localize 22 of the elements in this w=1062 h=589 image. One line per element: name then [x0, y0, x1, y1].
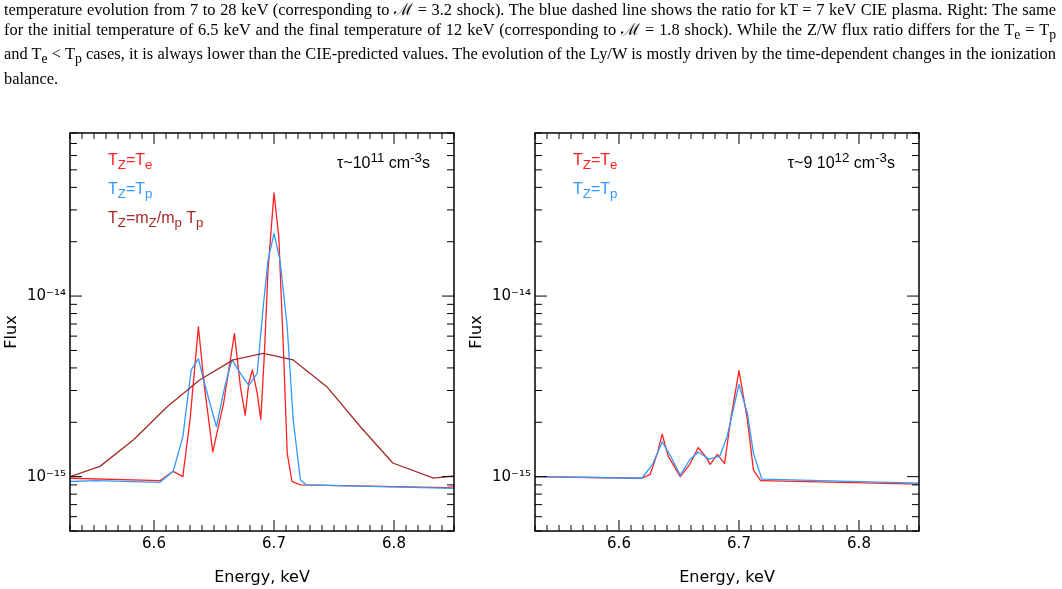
text: T$_{Z}$=T$_{p}$: [573, 179, 618, 204]
x-tick-label: 6.6: [142, 533, 166, 552]
y-tick-label: 10⁻¹⁴: [491, 285, 531, 304]
y-axis-title: Flux: [465, 315, 485, 349]
x-tick-label: 6.6: [607, 533, 631, 552]
y-tick-label: 10⁻¹⁴: [26, 285, 66, 304]
x-axis-title: Energy, keV: [214, 566, 310, 586]
text: T$_{Z}$=m$_{Z}$/m$_{p}$ T$_{p}$: [108, 208, 204, 233]
x-tick-label: 6.8: [382, 533, 406, 552]
x-tick-label: 6.8: [847, 533, 871, 552]
x-tick-label: 6.7: [262, 533, 286, 552]
text: temperature evolution from 7 to 28 keV (corresponding to ℳ = 3.2 shock). The blue dashed line shows the ratio for kT = 7 keV CIE plasma. Right: The same for the initial temperature of 6.5 keV and the final temperature of 12 keV (corresponding to ℳ = 1.8 shock). While the Z/W flux ratio differs for the T$_{e}$ = T$_{p}$ and T$_{e}$ < T$_{p}$ cases, it is always lower than the CIE-predicted values. The evolution of the Ly/W is mostly driven by the time-dependent changes in the ionization balance.: [4, 0, 1057, 89]
text: T$_{Z}$=T$_{p}$: [108, 179, 154, 204]
text: T$_{Z}$=T$_{e}$: [108, 150, 154, 175]
y-tick-label: 10⁻¹⁵: [491, 466, 531, 485]
x-axis-title: Energy, keV: [679, 566, 775, 586]
annotation: τ~10$^{11}$ cm$^{-3}$s: [337, 150, 430, 173]
x-tick-label: 6.7: [727, 533, 751, 552]
y-tick-label: 10⁻¹⁵: [26, 466, 66, 485]
annotation: τ~9 10$^{12}$ cm$^{-3}$s: [787, 150, 895, 173]
y-axis-title: Flux: [0, 315, 20, 349]
text: T$_{Z}$=T$_{e}$: [573, 150, 618, 175]
